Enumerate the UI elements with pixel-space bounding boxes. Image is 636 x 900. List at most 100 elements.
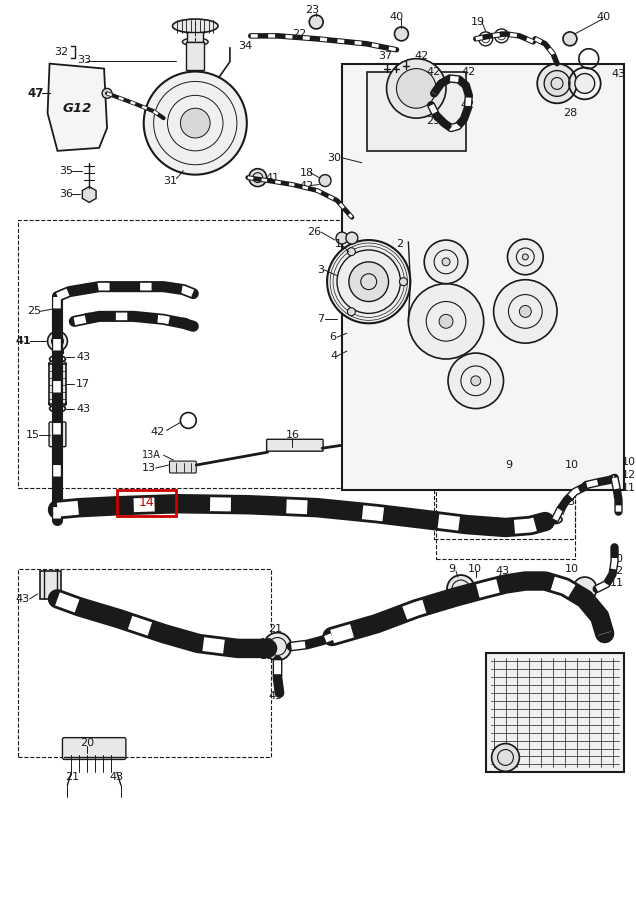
Circle shape (471, 376, 481, 386)
Text: 22: 22 (293, 29, 307, 39)
Text: 10: 10 (565, 564, 579, 574)
Circle shape (520, 305, 531, 318)
Text: 40: 40 (389, 12, 403, 22)
Circle shape (494, 280, 557, 343)
Text: 20: 20 (80, 738, 94, 748)
Text: 1: 1 (335, 239, 342, 249)
Text: 37: 37 (378, 50, 393, 60)
Text: G12: G12 (62, 102, 92, 114)
Ellipse shape (48, 400, 66, 407)
FancyBboxPatch shape (49, 422, 66, 446)
Text: 9: 9 (448, 564, 455, 574)
Text: 17: 17 (76, 379, 90, 389)
Text: 43: 43 (495, 566, 509, 576)
Text: 47: 47 (28, 87, 44, 100)
Circle shape (439, 314, 453, 328)
Text: 21: 21 (66, 772, 80, 782)
Circle shape (181, 108, 210, 138)
Bar (188, 32, 203, 41)
Circle shape (327, 240, 410, 323)
Text: 43: 43 (76, 352, 90, 362)
Circle shape (424, 240, 468, 284)
Circle shape (447, 575, 475, 603)
Ellipse shape (172, 19, 218, 33)
Circle shape (387, 58, 446, 118)
Text: 42: 42 (414, 50, 429, 60)
Bar (186, 41, 204, 69)
Text: 13A: 13A (142, 450, 161, 460)
FancyBboxPatch shape (62, 738, 126, 760)
Text: 43: 43 (16, 594, 30, 604)
Circle shape (508, 239, 543, 274)
Text: 31: 31 (163, 176, 177, 185)
Text: 43: 43 (268, 691, 282, 701)
Text: 14: 14 (139, 496, 155, 509)
Circle shape (336, 232, 348, 244)
Text: 26: 26 (307, 227, 321, 237)
Bar (436, 470, 575, 559)
Text: 28: 28 (563, 108, 577, 118)
Text: 43: 43 (561, 497, 575, 507)
Circle shape (563, 32, 577, 46)
Bar (206, 82, 221, 94)
Text: 11: 11 (259, 652, 273, 662)
Text: 42: 42 (462, 67, 476, 76)
Bar (18, 569, 270, 758)
Text: 43: 43 (109, 772, 123, 782)
Text: 41: 41 (16, 337, 32, 347)
Circle shape (492, 743, 520, 771)
Text: 32: 32 (55, 47, 69, 57)
Circle shape (347, 308, 356, 316)
Circle shape (309, 15, 323, 29)
Text: 25: 25 (27, 306, 41, 317)
Circle shape (346, 232, 358, 244)
Text: 23: 23 (305, 5, 319, 15)
Text: 10: 10 (565, 460, 579, 470)
Text: 42: 42 (461, 100, 475, 111)
Text: 42: 42 (426, 67, 441, 76)
Bar (18, 220, 345, 488)
FancyBboxPatch shape (169, 461, 197, 473)
Text: 40: 40 (597, 12, 611, 22)
Text: 43: 43 (612, 68, 626, 78)
Text: 11: 11 (621, 483, 635, 493)
Text: 30: 30 (327, 153, 341, 163)
Text: 4: 4 (330, 351, 337, 361)
Text: 12: 12 (621, 470, 635, 480)
Text: 2: 2 (396, 239, 404, 249)
Circle shape (102, 88, 112, 98)
Circle shape (396, 68, 436, 108)
Text: 18: 18 (300, 167, 314, 177)
Text: 3: 3 (317, 265, 324, 274)
Bar (48, 364, 66, 403)
Text: 12: 12 (259, 638, 274, 649)
Text: 10: 10 (621, 457, 635, 467)
Text: 42: 42 (300, 181, 314, 191)
Text: 10: 10 (609, 554, 623, 564)
Circle shape (442, 258, 450, 265)
Circle shape (144, 72, 247, 175)
Text: 7: 7 (317, 314, 324, 324)
Bar (367, 72, 466, 151)
Text: 19: 19 (471, 17, 485, 27)
Text: 6: 6 (329, 332, 336, 342)
Text: 29: 29 (426, 116, 441, 126)
Circle shape (394, 27, 408, 40)
Circle shape (249, 168, 266, 186)
Circle shape (537, 64, 577, 104)
Bar (342, 64, 625, 490)
Bar (52, 349, 64, 353)
FancyBboxPatch shape (266, 439, 323, 451)
Ellipse shape (48, 361, 66, 367)
Ellipse shape (83, 313, 95, 320)
Circle shape (573, 577, 597, 601)
Text: 21: 21 (268, 624, 282, 634)
Text: 35: 35 (60, 166, 74, 176)
Text: 13: 13 (142, 463, 156, 473)
Circle shape (48, 331, 67, 351)
Text: 34: 34 (238, 40, 252, 50)
Text: 16: 16 (286, 430, 300, 440)
Text: 42: 42 (151, 428, 165, 437)
Bar (434, 458, 575, 539)
Circle shape (544, 70, 570, 96)
